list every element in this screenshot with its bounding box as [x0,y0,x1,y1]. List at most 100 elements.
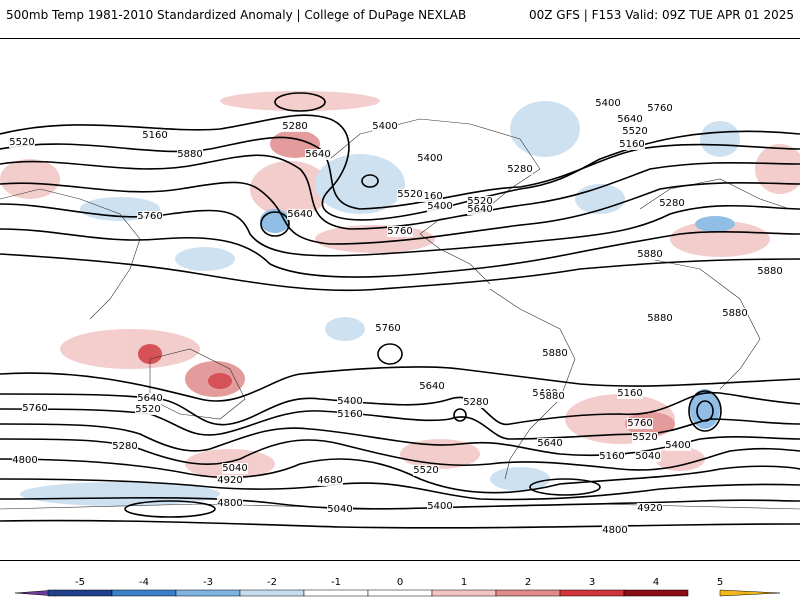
contour-label: 5520 [413,465,438,476]
contour-label: 5760 [647,103,672,114]
contour-label-bg [337,409,363,420]
contour-label-bg [632,432,658,443]
contour-label: 5640 [305,149,330,160]
contour-label-bg [635,451,661,462]
contour-label-bg [647,103,673,114]
contour-label: 5040 [222,463,247,474]
closed-low [361,174,379,188]
contour-label: 5160 [617,388,642,399]
contour-label-bg [419,381,445,392]
height-contour [0,154,800,230]
height-contour [0,519,800,529]
contour-label-bg [137,211,163,222]
cold-anomaly [20,482,220,506]
height-contour [0,458,800,494]
contour-label: 5520 [622,126,647,137]
colorbar-tick-label: -3 [203,577,213,588]
contour-label: 5880 [757,266,782,277]
contour-label: 4920 [637,503,662,514]
closed-high [377,343,403,365]
contour-label: 5640 [617,114,642,125]
cold-anomaly [315,154,405,214]
closed-low [274,92,326,112]
height-contour [0,391,800,426]
colorbar-tick-label: 0 [397,577,403,588]
warm-anomaly [138,344,162,364]
cold-anomaly [695,216,735,232]
contour-label-bg [327,504,353,515]
contour-label-bg [757,266,783,277]
colorbar-swatch [495,589,561,597]
colorbar-swatch [303,589,369,597]
closed-low [529,478,601,496]
height-contour [0,478,800,501]
contour-label: 5280 [112,441,137,452]
closed-low [696,400,714,422]
contour-label: 5160 [337,409,362,420]
contour-label-bg [112,441,138,452]
contour-label: 5280 [659,198,684,209]
colorbar-swatches [14,589,781,597]
contour-label: 5640 [419,381,444,392]
contour-label-bg [22,403,48,414]
contour-label: 5520 [632,432,657,443]
contour-label-bg [595,98,621,109]
contour-label: 5640 [287,209,312,220]
warm-anomaly [755,144,800,194]
closed-low [453,408,467,422]
contour-label-bg [337,396,363,407]
contour-label: 5400 [665,440,690,451]
contour-label: 5160 [619,139,644,150]
contour-label-bg [305,149,331,160]
contour-label-bg [137,393,163,404]
contour-label: 5880 [539,391,564,402]
contour-label-bg [12,455,38,466]
contour-label-bg [9,137,35,148]
contour-label: 5280 [507,164,532,175]
warm-anomaly [250,161,330,217]
colorbar-swatch [239,589,305,597]
header-bar: 500mb Temp 1981-2010 Standardized Anomal… [0,0,800,30]
colorbar-tick-label: -4 [139,577,149,588]
contour-label: 5520 [397,189,422,200]
contour-label-bg [417,153,443,164]
contour-label-bg [142,130,168,141]
contour-label-bg [413,465,439,476]
colorbar-tick-label: 4 [653,577,659,588]
contour-label: 5880 [177,149,202,160]
contour-label-bg [617,114,643,125]
warm-anomaly [208,373,232,389]
height-contour [0,438,800,471]
contour-label-bg [539,391,565,402]
contour-label-bg [397,189,423,200]
anomaly-colorbar: -5 -4 -3 -2 -1 0 1 2 3 4 5 [14,577,781,597]
contour-label-bg [637,249,663,260]
contour-label: 5400 [595,98,620,109]
closed-low [124,500,216,518]
contour-label: 5160 [599,451,624,462]
contour-label-bg [659,198,685,209]
contour-label-bg [282,121,308,132]
contour-label-bg [387,226,413,237]
contour-label: 5400 [337,396,362,407]
contour-label: 5040 [635,451,660,462]
height-contour [0,181,800,245]
contour-label-bg [467,204,493,215]
colorbar-tick-label: -2 [267,577,277,588]
colorbar-ticks: -5 -4 -3 -2 -1 0 1 2 3 4 5 [75,577,723,588]
colorbar-max-arrow [719,589,781,597]
contour-label-bg [463,397,489,408]
closed-low [688,390,722,432]
cold-anomaly [325,317,365,341]
closed-low [260,211,290,237]
height-contour [0,228,800,278]
height-contour [0,114,800,221]
africa-eurasia-coast [639,178,791,390]
cold-anomaly [510,101,580,157]
contour-label: 5760 [137,211,162,222]
contour-label: 5760 [22,403,47,414]
south-america-coast [489,288,576,480]
height-contour [0,408,800,440]
contour-label-bg [317,475,343,486]
contour-label-bg [647,313,673,324]
